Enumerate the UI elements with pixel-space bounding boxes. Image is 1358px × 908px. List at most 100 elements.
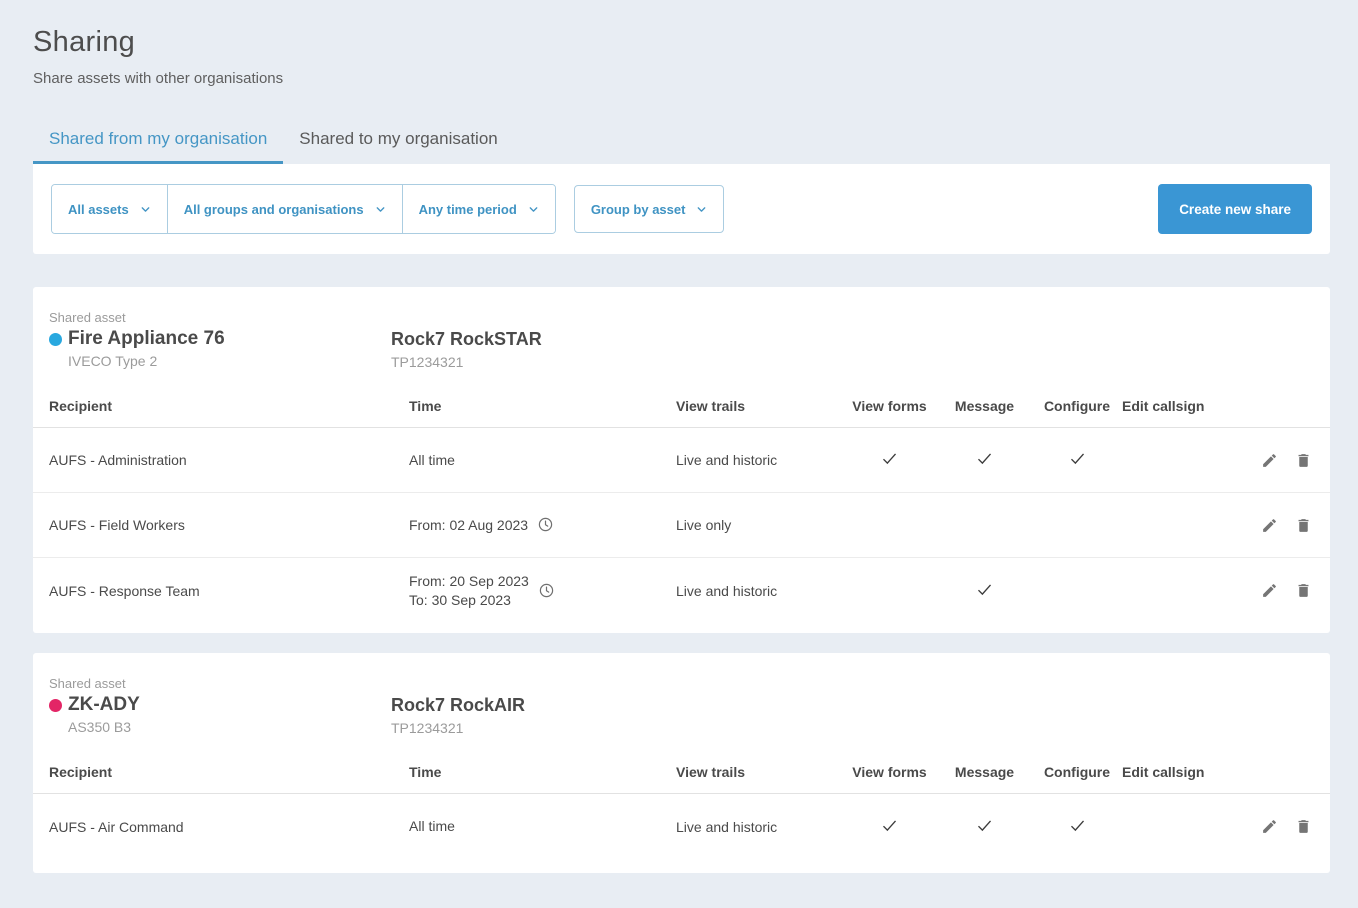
asset-name: Fire Appliance 76 (68, 328, 225, 350)
chevron-down-icon (528, 204, 539, 215)
asset-model: IVECO Type 2 (68, 353, 391, 369)
groups-organisations-filter-dropdown[interactable]: All groups and organisations (167, 185, 402, 233)
time-cell: From: 02 Aug 2023 (409, 516, 676, 535)
asset-filter-value: All assets (68, 202, 129, 217)
edit-share-button[interactable] (1259, 816, 1280, 837)
share-table-row: AUFS - Field Workers From: 02 Aug 2023 L… (33, 493, 1330, 558)
filter-bar: All assets All groups and organisations … (33, 164, 1330, 254)
tab-bar: Shared from my organisation Shared to my… (33, 119, 1330, 164)
row-actions (1232, 816, 1314, 837)
edit-share-button[interactable] (1259, 450, 1280, 471)
view-trails-cell: Live and historic (676, 452, 842, 468)
clock-icon (537, 516, 554, 533)
share-table-row: AUFS - Administration All time Live and … (33, 428, 1330, 493)
column-header-configure: Configure (1032, 764, 1122, 780)
view-forms-cell (842, 817, 937, 837)
chevron-down-icon (375, 204, 386, 215)
asset-color-dot (49, 333, 62, 346)
time-cell: All time (409, 451, 676, 470)
column-header-configure: Configure (1032, 398, 1122, 414)
row-actions (1232, 450, 1314, 471)
pencil-icon (1261, 452, 1278, 469)
trash-icon (1295, 517, 1312, 534)
chevron-down-icon (140, 204, 151, 215)
asset-model: AS350 B3 (68, 719, 391, 735)
recipient-cell: AUFS - Response Team (49, 583, 409, 599)
column-header-edit-callsign: Edit callsign (1122, 398, 1232, 414)
edit-callsign-cell (1122, 817, 1232, 837)
check-icon (881, 450, 898, 467)
check-icon (976, 581, 993, 598)
tab-shared-to-my-organisation[interactable]: Shared to my organisation (283, 119, 513, 164)
view-trails-cell: Live and historic (676, 819, 842, 835)
device-serial: TP1234321 (391, 354, 542, 370)
shared-asset-card: Shared asset Fire Appliance 76 IVECO Typ… (33, 287, 1330, 633)
asset-filter-dropdown[interactable]: All assets (52, 185, 167, 233)
configure-cell (1032, 581, 1122, 601)
device-name: Rock7 RockAIR (391, 695, 525, 716)
chevron-down-icon (696, 204, 707, 215)
table-header-row: Recipient Time View trails View forms Me… (33, 751, 1330, 794)
view-forms-cell (842, 450, 937, 470)
delete-share-button[interactable] (1293, 450, 1314, 471)
delete-share-button[interactable] (1293, 515, 1314, 536)
time-cell: From: 20 Sep 2023To: 30 Sep 2023 (409, 572, 676, 610)
trash-icon (1295, 452, 1312, 469)
groups-filter-value: All groups and organisations (184, 202, 364, 217)
delete-share-button[interactable] (1293, 580, 1314, 601)
edit-callsign-cell (1122, 581, 1232, 601)
device-name: Rock7 RockSTAR (391, 329, 542, 350)
check-icon (1069, 817, 1086, 834)
device-serial: TP1234321 (391, 720, 525, 736)
time-text: All time (409, 817, 455, 836)
edit-share-button[interactable] (1259, 580, 1280, 601)
table-header-row: Recipient Time View trails View forms Me… (33, 385, 1330, 428)
tab-shared-from-my-organisation[interactable]: Shared from my organisation (33, 119, 283, 164)
edit-callsign-cell (1122, 515, 1232, 535)
row-actions (1232, 580, 1314, 601)
page-title: Sharing (33, 26, 1330, 59)
trash-icon (1295, 582, 1312, 599)
recipient-cell: AUFS - Air Command (49, 819, 409, 835)
create-new-share-button[interactable]: Create new share (1158, 184, 1312, 234)
check-icon (881, 817, 898, 834)
column-header-message: Message (937, 764, 1032, 780)
time-text: All time (409, 451, 455, 470)
column-header-edit-callsign: Edit callsign (1122, 764, 1232, 780)
time-text: From: 02 Aug 2023 (409, 516, 528, 535)
column-header-time: Time (409, 398, 676, 414)
column-header-time: Time (409, 764, 676, 780)
share-table-row: AUFS - Response Team From: 20 Sep 2023To… (33, 558, 1330, 623)
asset-block: Shared asset Fire Appliance 76 IVECO Typ… (49, 310, 391, 370)
device-block: Rock7 RockSTAR TP1234321 (391, 310, 542, 370)
time-text: From: 20 Sep 2023To: 30 Sep 2023 (409, 572, 529, 610)
group-by-dropdown[interactable]: Group by asset (574, 185, 725, 233)
column-header-recipient: Recipient (49, 764, 409, 780)
pencil-icon (1261, 582, 1278, 599)
recipient-cell: AUFS - Field Workers (49, 517, 409, 533)
edit-share-button[interactable] (1259, 515, 1280, 536)
trash-icon (1295, 818, 1312, 835)
column-header-recipient: Recipient (49, 398, 409, 414)
column-header-view-forms: View forms (842, 764, 937, 780)
filter-dropdown-group: All assets All groups and organisations … (51, 184, 556, 234)
table-body: AUFS - Air Command All time Live and his… (33, 794, 1330, 859)
time-period-filter-dropdown[interactable]: Any time period (402, 185, 555, 233)
time-filter-value: Any time period (419, 202, 517, 217)
check-icon (976, 817, 993, 834)
delete-share-button[interactable] (1293, 816, 1314, 837)
sharing-page: Sharing Share assets with other organisa… (0, 26, 1358, 873)
column-header-message: Message (937, 398, 1032, 414)
page-subtitle: Share assets with other organisations (33, 70, 1330, 87)
view-forms-cell (842, 515, 937, 535)
message-cell (937, 817, 1032, 837)
recipient-cell: AUFS - Administration (49, 452, 409, 468)
column-header-view-trails: View trails (676, 398, 842, 414)
group-by-value: Group by asset (591, 202, 686, 217)
row-actions (1232, 515, 1314, 536)
device-block: Rock7 RockAIR TP1234321 (391, 676, 525, 736)
cards-container: Shared asset Fire Appliance 76 IVECO Typ… (33, 287, 1330, 873)
check-icon (976, 450, 993, 467)
shared-asset-card: Shared asset ZK-ADY AS350 B3 Rock7 RockA… (33, 653, 1330, 873)
share-table-row: AUFS - Air Command All time Live and his… (33, 794, 1330, 859)
